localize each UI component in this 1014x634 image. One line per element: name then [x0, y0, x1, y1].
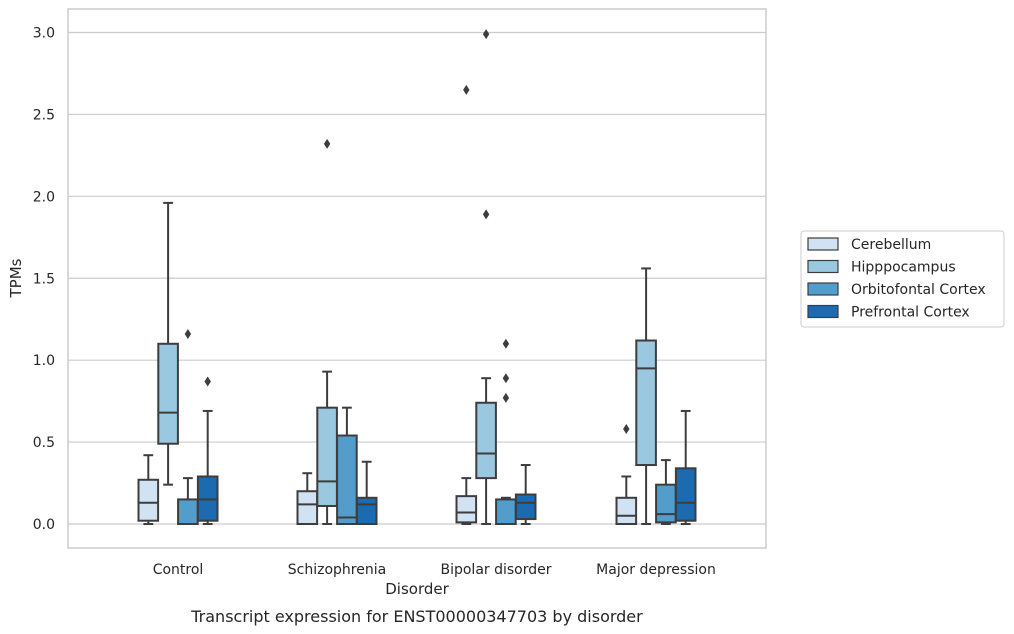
y-axis-label: TPMs	[7, 258, 25, 298]
legend-swatch-1	[807, 259, 839, 274]
y-tick-label-4: 2.0	[33, 189, 55, 205]
box-body	[475, 401, 497, 480]
y-tick-label-6: 3.0	[33, 26, 55, 42]
box-body	[495, 498, 517, 525]
outlier-0	[204, 376, 211, 387]
outlier-0	[323, 138, 331, 149]
outlier-1	[482, 29, 490, 40]
box-body	[316, 406, 338, 507]
box-body	[514, 493, 537, 521]
boxes	[137, 29, 697, 526]
box-body	[655, 483, 677, 524]
x-tick-label-3: Major depression	[596, 562, 716, 578]
box-1-3	[355, 460, 378, 525]
box-0-1	[157, 201, 179, 486]
x-tick-labels: Control Schizophrenia Bipolar disorder Majo…	[153, 562, 716, 578]
legend-label-2: Orbitofontal Cortex	[851, 282, 986, 298]
box-body	[137, 478, 160, 522]
legend: Cerebellum Hipppocampus Orbitofontal Corte…	[800, 230, 1005, 328]
legend-label-0: Cerebellum	[851, 237, 931, 253]
legend-swatch-2	[807, 282, 839, 296]
box-2-1	[475, 29, 497, 525]
box-2-0	[455, 84, 478, 525]
y-tick-label-2: 1.0	[33, 353, 55, 369]
box-3-0	[615, 423, 638, 525]
x-tick-label-2: Bipolar disorder	[440, 562, 551, 578]
legend-label-1: Hipppocampus	[851, 260, 956, 276]
x-axis-label: Disorder	[385, 580, 449, 598]
outlier-0	[463, 84, 470, 95]
box-body	[157, 342, 179, 445]
box-body	[336, 434, 358, 525]
box-0-3	[196, 376, 219, 525]
x-tick-label-0: Control	[153, 562, 204, 578]
box-body	[355, 496, 378, 525]
y-tick-labels: 0.0 0.5 1.0 1.5 2.0 2.5 3.0	[33, 26, 55, 534]
box-3-1	[635, 267, 657, 525]
box-body	[455, 495, 478, 524]
y-tick-label-3: 1.5	[33, 271, 55, 287]
legend-swatch-0	[807, 237, 839, 251]
x-tick-label-1: Schizophrenia	[288, 562, 386, 578]
box-2-2	[495, 338, 517, 525]
box-3-3	[674, 409, 697, 525]
box-body	[635, 339, 657, 467]
box-body	[296, 490, 319, 526]
outlier-0	[184, 328, 192, 339]
y-tick-label-5: 2.5	[33, 107, 55, 123]
box-2-3	[514, 464, 537, 525]
outlier-2	[502, 338, 510, 349]
y-tick-label-1: 0.5	[33, 435, 55, 451]
outlier-0	[482, 209, 490, 220]
legend-swatch-3	[807, 304, 839, 319]
box-body	[615, 496, 638, 525]
legend-label-3: Prefrontal Cortex	[851, 305, 970, 321]
box-body	[177, 498, 199, 525]
box-0-0	[137, 454, 160, 525]
box-1-2	[336, 406, 358, 525]
box-body	[674, 467, 697, 522]
chart-caption: Transcript expression for ENST0000034770…	[190, 607, 643, 626]
box-0-2	[177, 328, 199, 525]
y-tick-label-0: 0.0	[33, 517, 55, 533]
outlier-0	[502, 392, 510, 403]
box-1-0	[296, 472, 319, 526]
box-3-2	[655, 459, 677, 525]
outlier-1	[502, 373, 510, 384]
legend-frame	[800, 230, 1005, 328]
outlier-0	[623, 423, 630, 434]
